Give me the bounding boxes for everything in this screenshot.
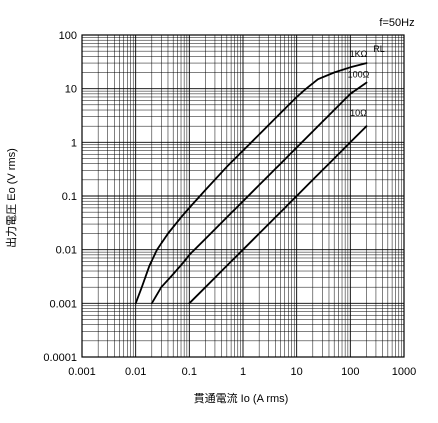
series-labels: 1KΩ 100Ω 10Ω <box>348 49 370 118</box>
x-tick-label: 0.1 <box>182 366 197 378</box>
plot-frame <box>81 34 405 358</box>
frequency-note: f=50Hz <box>379 17 414 29</box>
series-label: 10Ω <box>350 108 367 118</box>
legend-title: RL <box>373 44 385 54</box>
y-tick-label: 0.001 <box>49 298 77 310</box>
chart-series <box>134 62 368 305</box>
y-axis-ticks: 0.0001 0.001 0.01 0.1 1 10 100 <box>43 30 77 364</box>
y-tick-label: 0.1 <box>62 191 77 203</box>
chart-grid <box>81 34 405 358</box>
y-axis-title: 出力電圧 Eo (V rms) <box>4 148 18 248</box>
x-tick-label: 0.001 <box>68 366 96 378</box>
x-tick-label: 1 <box>240 366 246 378</box>
series-line <box>134 62 368 305</box>
y-tick-label: 0.01 <box>56 245 77 257</box>
x-tick-label: 10 <box>291 366 303 378</box>
x-tick-label: 0.01 <box>125 366 146 378</box>
series-line <box>150 81 368 305</box>
x-axis-ticks: 0.001 0.01 0.1 1 10 100 1000 <box>68 366 416 378</box>
y-tick-label: 100 <box>59 30 77 42</box>
series-label: 100Ω <box>348 70 370 80</box>
y-tick-label: 1 <box>71 137 77 149</box>
x-tick-label: 1000 <box>392 366 416 378</box>
series-line <box>188 125 368 305</box>
series-label: 1KΩ <box>350 49 368 59</box>
x-axis-title: 貫通電流 Io (A rms) <box>194 391 289 405</box>
x-tick-label: 100 <box>341 366 359 378</box>
y-tick-label: 0.0001 <box>43 352 77 364</box>
y-tick-label: 10 <box>65 84 77 96</box>
